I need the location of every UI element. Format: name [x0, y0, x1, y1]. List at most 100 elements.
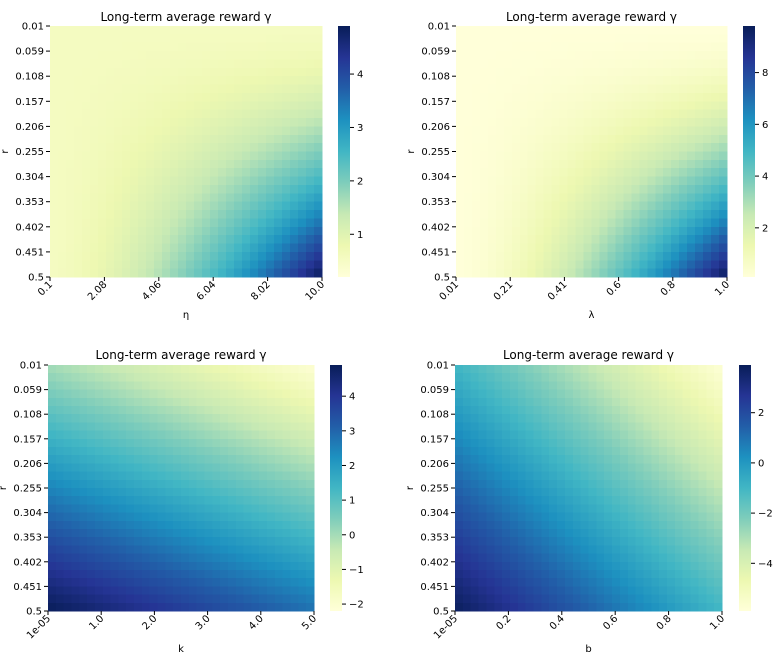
heatmap-cell [639, 243, 648, 253]
heatmap-cell [612, 365, 621, 374]
heatmap-cell [204, 389, 213, 399]
heatmap-cell [596, 406, 605, 415]
heatmap-cell [306, 260, 315, 270]
heatmap-cell [306, 373, 315, 382]
y-tick-label: 0.353 [15, 197, 44, 208]
heatmap-cell [655, 34, 664, 44]
heatmap-cell [494, 561, 503, 571]
heatmap-cell [463, 67, 473, 77]
x-tick-label: 0.6 [601, 613, 620, 632]
heatmap-cell [527, 260, 537, 270]
heatmap-cell [226, 176, 235, 186]
heatmap-cell [623, 51, 632, 61]
heatmap-cell [106, 193, 115, 203]
heatmap-cell [619, 373, 629, 382]
heatmap-cell [551, 226, 561, 236]
heatmap-cell [149, 438, 159, 448]
heatmap-cell [588, 545, 597, 555]
heatmap-cell [79, 463, 88, 473]
heatmap-cell [659, 545, 668, 555]
heatmap-cell [266, 193, 275, 203]
heatmap-cell [165, 406, 174, 415]
heatmap-cell [619, 365, 629, 374]
heatmap-cell [220, 512, 229, 522]
heatmap-cell [667, 406, 676, 415]
heatmap-cell [79, 406, 88, 415]
heatmap-cell [588, 455, 597, 464]
heatmap-cell [591, 76, 601, 86]
heatmap-cell [290, 488, 299, 497]
heatmap-cell [274, 578, 284, 587]
heatmap-cell [591, 260, 601, 270]
heatmap-cell [267, 422, 276, 432]
heatmap-cell [87, 397, 96, 407]
heatmap-cell [282, 159, 291, 169]
heatmap-cell [227, 430, 237, 440]
heatmap-cell [118, 496, 127, 505]
heatmap-cell [695, 210, 704, 220]
heatmap-cell [557, 414, 566, 423]
heatmap-cell [98, 251, 107, 261]
heatmap-cell [535, 109, 545, 119]
heatmap-cell [674, 397, 684, 407]
heatmap-cell [50, 134, 59, 144]
heatmap-cell [274, 422, 284, 432]
heatmap-cell [170, 84, 179, 94]
heatmap-cell [495, 168, 505, 178]
heatmap-cell [615, 84, 624, 94]
heatmap-cell [74, 134, 83, 144]
heatmap-cell [146, 134, 155, 144]
x-tick-label: 1.0 [708, 613, 727, 632]
heatmap-cell [607, 151, 617, 161]
heatmap-cell [623, 134, 632, 144]
heatmap-cell [114, 218, 123, 228]
heatmap-cell [90, 26, 99, 35]
heatmap-cell [306, 602, 315, 612]
heatmap-cell [306, 118, 315, 127]
heatmap-cell [643, 438, 652, 448]
heatmap-cell [48, 406, 57, 415]
heatmap-cell [48, 594, 57, 604]
heatmap-cell [706, 602, 715, 612]
heatmap-cell [50, 59, 59, 69]
heatmap-cell [242, 118, 251, 127]
heatmap-cell [141, 545, 151, 555]
heatmap-cell [663, 176, 672, 186]
heatmap-cell [639, 268, 648, 278]
heatmap-cell [607, 92, 617, 102]
heatmap-cell [55, 389, 65, 399]
heatmap-cell [162, 184, 171, 194]
heatmap-cell [635, 570, 645, 579]
heatmap-cell [511, 143, 521, 153]
heatmap-cell [314, 51, 323, 61]
heatmap-cell [210, 51, 219, 61]
heatmap-cell [659, 422, 668, 432]
heatmap-cell [502, 504, 511, 514]
heatmap-cell [663, 184, 672, 194]
heatmap-cell [471, 243, 481, 253]
y-tick-label: 0.059 [420, 385, 449, 396]
heatmap-cell [619, 578, 629, 587]
heatmap-cell [655, 268, 664, 278]
heatmap-cell [647, 184, 656, 194]
heatmap-cell [583, 51, 593, 61]
heatmap-cell [267, 389, 276, 399]
heatmap-cell [227, 397, 237, 407]
heatmap-cell [55, 561, 65, 571]
heatmap-cell [138, 184, 147, 194]
heatmap-cell [266, 42, 275, 52]
heatmap-cell [290, 101, 299, 111]
heatmap-cell [242, 92, 251, 102]
heatmap-cell [138, 159, 147, 169]
heatmap-cell [690, 430, 700, 440]
heatmap-cell [604, 422, 613, 432]
heatmap-cell [631, 168, 640, 178]
heatmap-cell [631, 268, 640, 278]
heatmap-cell [114, 226, 123, 236]
heatmap-cell [188, 586, 198, 596]
heatmap-cell [220, 397, 229, 407]
heatmap-cell [87, 602, 96, 612]
heatmap-cell [298, 34, 307, 44]
heatmap-cell [90, 59, 99, 69]
heatmap-cell [220, 602, 229, 612]
